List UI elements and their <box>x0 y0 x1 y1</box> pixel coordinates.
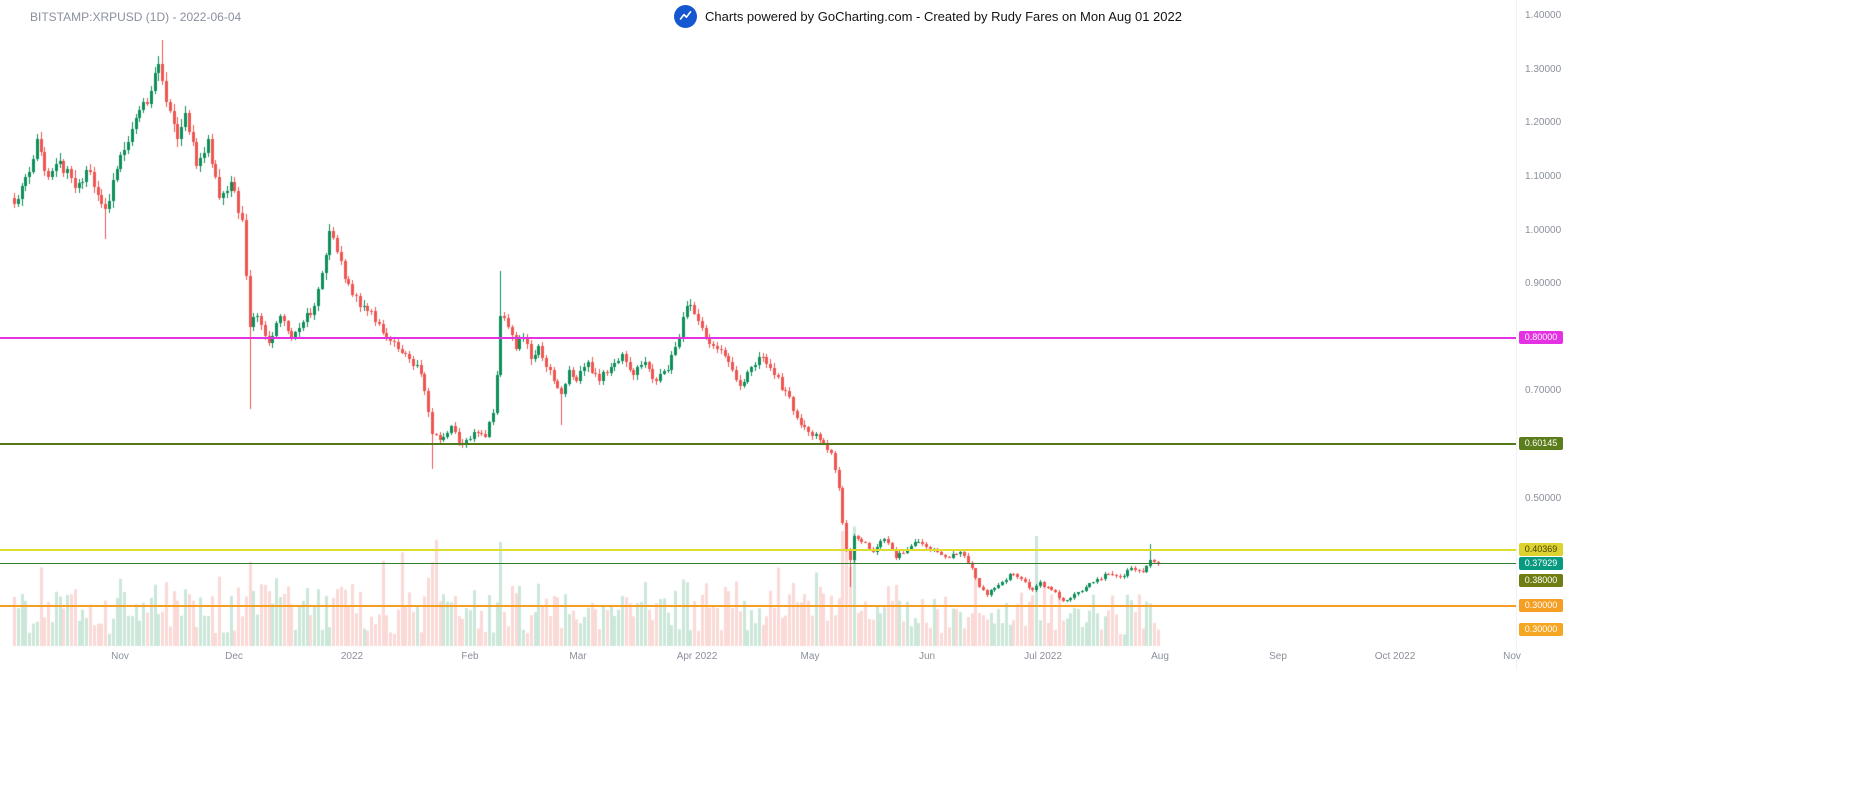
time-tick-oct-2022: Oct 2022 <box>1374 651 1416 662</box>
price-axis[interactable]: 1.40000 1.30000 1.20000 1.10000 1.00000 0.900… <box>1516 0 1856 670</box>
header: Charts powered by GoCharting.com - Creat… <box>0 5 1856 28</box>
time-tick-nov: Nov <box>111 651 129 662</box>
price-tick-0.50000: 0.50000 <box>1525 492 1562 504</box>
time-tick-may: May <box>800 651 820 662</box>
price-badge-last-price: 0.37929 <box>1519 556 1563 570</box>
time-tick-nov: Nov <box>1503 651 1521 662</box>
price-tick-1.20000: 1.20000 <box>1525 117 1562 129</box>
level-line-orange-support[interactable] <box>0 605 1516 608</box>
price-badge-yellow-level: 0.40369 <box>1519 543 1563 557</box>
time-tick-dec: Dec <box>225 651 243 662</box>
price-tick-0.70000: 0.70000 <box>1525 385 1562 397</box>
level-line-magenta-resistance[interactable] <box>0 336 1516 339</box>
header-credit: Charts powered by GoCharting.com - Creat… <box>705 9 1182 24</box>
level-line-olive-support[interactable] <box>0 443 1516 446</box>
price-tick-1.40000: 1.40000 <box>1525 10 1562 21</box>
time-tick-mar: Mar <box>569 651 587 662</box>
time-tick-feb: Feb <box>461 651 479 662</box>
price-tick-1.30000: 1.30000 <box>1525 63 1562 75</box>
time-axis[interactable]: Nov Dec 2022 Feb Mar Apr 2022 May Jun Jul 2022 Au… <box>0 651 1856 667</box>
time-tick-sep: Sep <box>1269 651 1287 662</box>
price-tick-0.90000: 0.90000 <box>1525 278 1562 290</box>
time-tick-apr-2022: Apr 2022 <box>676 651 718 662</box>
level-line-yellow-level[interactable] <box>0 549 1516 552</box>
time-tick-aug: Aug <box>1151 651 1169 662</box>
price-badge-olive-support: 0.60145 <box>1519 437 1563 451</box>
price-tick-1.10000: 1.10000 <box>1525 170 1562 182</box>
gocharting-logo-icon <box>674 5 698 28</box>
price-tick-1.00000: 1.00000 <box>1525 224 1562 236</box>
symbol-watermark: BITSTAMP:XRPUSD (1D) - 2022-06-04 <box>30 10 242 24</box>
price-badge-orange-secondary: 0.30000 <box>1519 623 1563 636</box>
level-line-green-level[interactable] <box>0 562 1516 564</box>
time-tick-jul-2022: Jul 2022 <box>1024 651 1062 662</box>
time-tick-jun: Jun <box>918 651 936 662</box>
price-badge-magenta-resistance: 0.80000 <box>1519 330 1563 344</box>
price-badge-green-level: 0.38000 <box>1519 574 1563 587</box>
time-tick-2022: 2022 <box>340 651 364 662</box>
price-badge-orange-support: 0.30000 <box>1519 599 1563 613</box>
